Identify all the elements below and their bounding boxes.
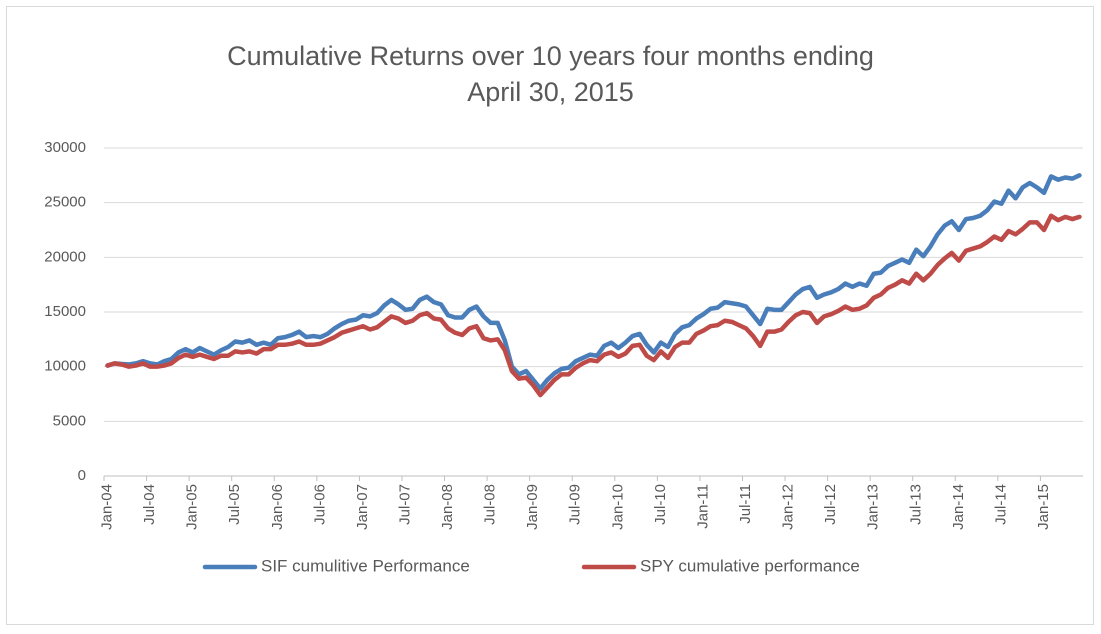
legend-label: SPY cumulative performance: [640, 556, 860, 575]
y-tick-label: 0: [78, 467, 86, 484]
x-tick-label: Jul-07: [396, 484, 413, 525]
x-tick-label: Jul-06: [311, 484, 328, 525]
chart-border: [6, 6, 1094, 625]
x-tick-label: Jan-14: [950, 484, 967, 530]
x-tick-label: Jul-10: [652, 484, 669, 525]
x-tick-label: Jan-12: [780, 484, 797, 530]
y-tick-label: 5000: [53, 412, 86, 429]
x-tick-label: Jul-14: [992, 484, 1009, 525]
x-tick-label: Jan-07: [354, 484, 371, 530]
x-tick-label: Jul-12: [822, 484, 839, 525]
y-tick-label: 15000: [44, 303, 86, 320]
x-tick-label: Jan-15: [1035, 484, 1052, 530]
x-tick-label: Jul-13: [907, 484, 924, 525]
x-tick-label: Jul-11: [737, 484, 754, 524]
title-box: Cumulative Returns over 10 years four mo…: [0, 38, 1101, 110]
x-tick-label: Jan-11: [694, 484, 711, 529]
y-tick-label: 10000: [44, 358, 86, 375]
x-tick-label: Jul-04: [141, 484, 158, 525]
y-tick-label: 25000: [44, 194, 86, 211]
x-tick-label: Jul-05: [226, 484, 243, 525]
x-tick-label: Jan-05: [184, 484, 201, 530]
chart-title: Cumulative Returns over 10 years four mo…: [227, 41, 874, 107]
x-tick-label: Jan-13: [865, 484, 882, 530]
x-tick-label: Jan-06: [269, 484, 286, 530]
x-tick-label: Jan-10: [609, 484, 626, 530]
x-tick-label: Jan-09: [524, 484, 541, 530]
legend-label: SIF cumulitive Performance: [261, 556, 470, 575]
x-tick-label: Jul-09: [567, 484, 584, 525]
x-tick-label: Jul-08: [482, 484, 499, 525]
y-tick-label: 20000: [44, 248, 86, 265]
series-line: [105, 213, 1082, 398]
x-tick-label: Jan-08: [439, 484, 456, 530]
y-tick-label: 30000: [44, 139, 86, 156]
x-tick-label: Jan-04: [99, 484, 116, 530]
series-line: [105, 173, 1082, 391]
